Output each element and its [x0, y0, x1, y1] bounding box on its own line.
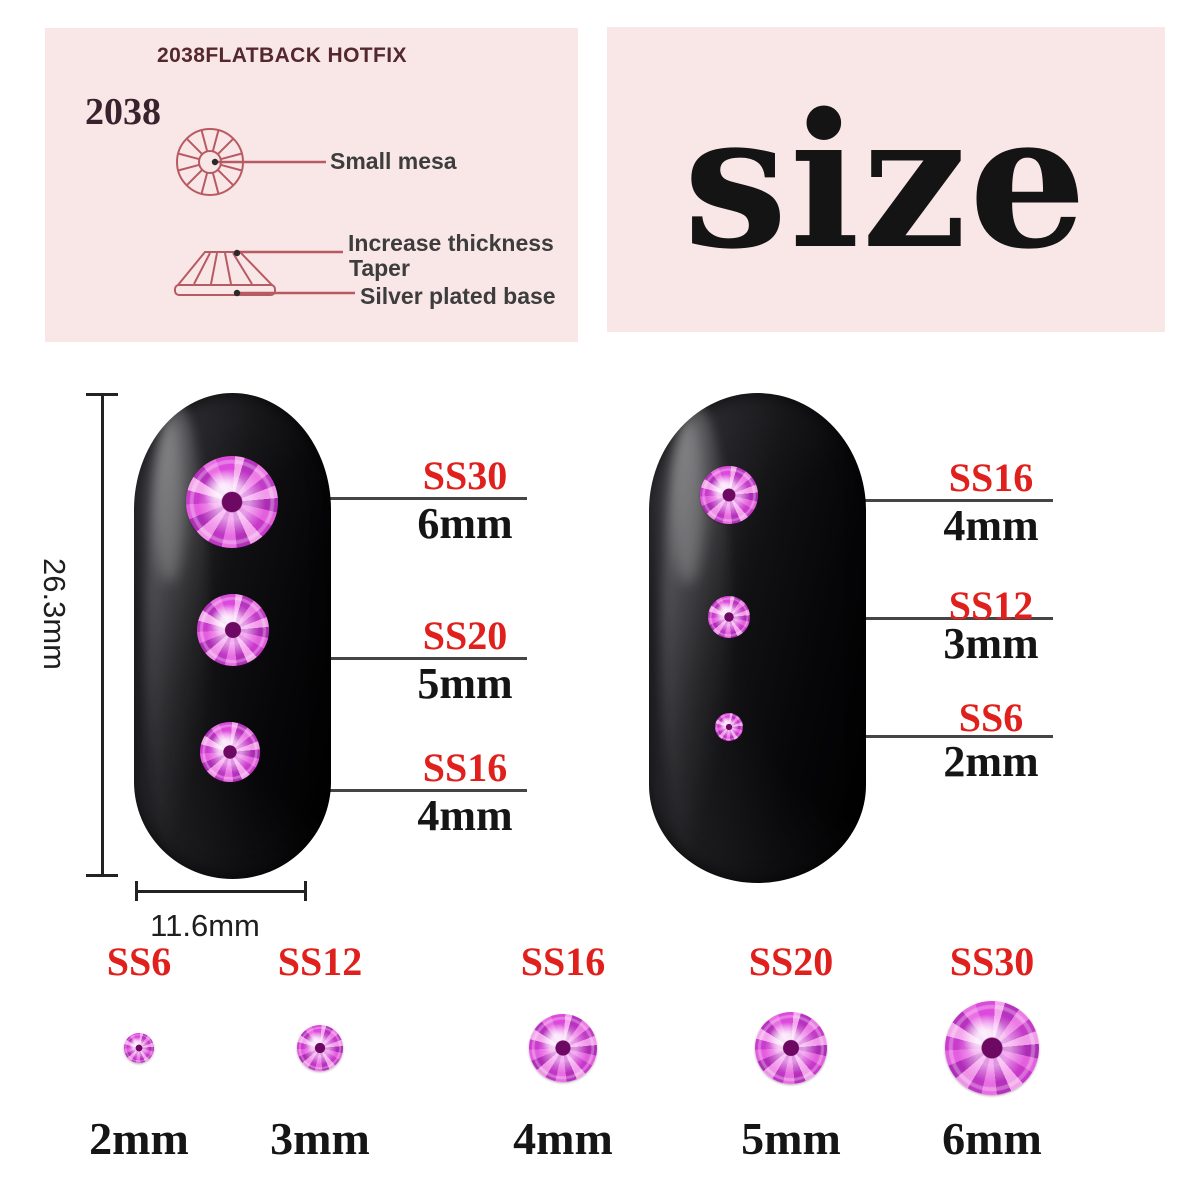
rhinestone-schematic-icon	[174, 128, 355, 297]
callout-line	[800, 617, 1053, 620]
chart-rhinestone-ss30	[945, 1001, 1039, 1095]
chart-mm-label: 4mm	[513, 1113, 613, 1164]
callout-line	[255, 657, 527, 660]
ss-size-label: SS6	[958, 695, 1024, 740]
chart-mm-label: 6mm	[942, 1113, 1042, 1164]
spec-panel-title: 2038FLATBACK HOTFIX	[157, 44, 407, 67]
mm-size-label: 4mm	[417, 791, 513, 840]
chart-rhinestone-ss6	[124, 1033, 154, 1063]
rhinestone-ss12	[708, 596, 750, 638]
height-dimension-line	[101, 394, 104, 877]
size-title: size	[683, 71, 1089, 290]
chart-mm-label: 2mm	[89, 1113, 189, 1164]
chart-ss-label: SS30	[949, 939, 1035, 984]
chart-ss-label: SS12	[277, 939, 363, 984]
spec-panel: 2038FLATBACK HOTFIX 2038	[45, 28, 578, 342]
dimension-cap	[304, 881, 307, 901]
rhinestone-ss16	[200, 722, 260, 782]
callout-increase-thickness: Increase thickness	[348, 230, 554, 256]
dimension-cap	[135, 881, 138, 901]
rhinestone-ss20	[197, 594, 269, 666]
chart-rhinestone-ss16	[529, 1014, 597, 1082]
nail-width-label: 11.6mm	[150, 908, 260, 943]
callout-small-mesa: Small mesa	[330, 148, 457, 174]
mm-size-label: 5mm	[417, 659, 513, 708]
mm-size-label: 4mm	[943, 501, 1039, 550]
callout-silver-base: Silver plated base	[360, 283, 556, 309]
mm-size-label: 6mm	[417, 499, 513, 548]
callout-taper: Taper	[349, 255, 410, 281]
dimension-cap	[86, 393, 118, 396]
chart-ss-label: SS6	[106, 939, 172, 984]
ss-size-label: SS16	[422, 745, 508, 790]
ss-size-label: SS20	[422, 613, 508, 658]
rhinestone-ss6	[715, 713, 743, 741]
dimension-cap	[86, 874, 118, 877]
callout-line	[800, 735, 1053, 738]
ss-size-label: SS16	[948, 455, 1034, 500]
mm-size-label: 2mm	[943, 737, 1039, 786]
mm-size-label: 3mm	[943, 619, 1039, 668]
chart-mm-label: 3mm	[270, 1113, 370, 1164]
ss-size-label: SS30	[422, 453, 508, 498]
chart-rhinestone-ss12	[297, 1025, 343, 1071]
callout-line	[255, 497, 527, 500]
callout-line	[800, 499, 1053, 502]
chart-rhinestone-ss20	[755, 1012, 827, 1084]
model-number: 2038	[85, 91, 161, 133]
rhinestone-ss30	[186, 456, 278, 548]
size-panel: size	[607, 27, 1165, 332]
chart-ss-label: SS16	[520, 939, 606, 984]
chart-mm-label: 5mm	[741, 1113, 841, 1164]
callout-line	[258, 789, 527, 792]
chart-ss-label: SS20	[748, 939, 834, 984]
ss-size-label: SS12	[948, 583, 1034, 628]
nail-right	[649, 393, 866, 883]
rhinestone-ss16	[700, 466, 758, 524]
width-dimension-line	[137, 890, 307, 893]
nail-height-label: 26.3mm	[37, 558, 72, 670]
